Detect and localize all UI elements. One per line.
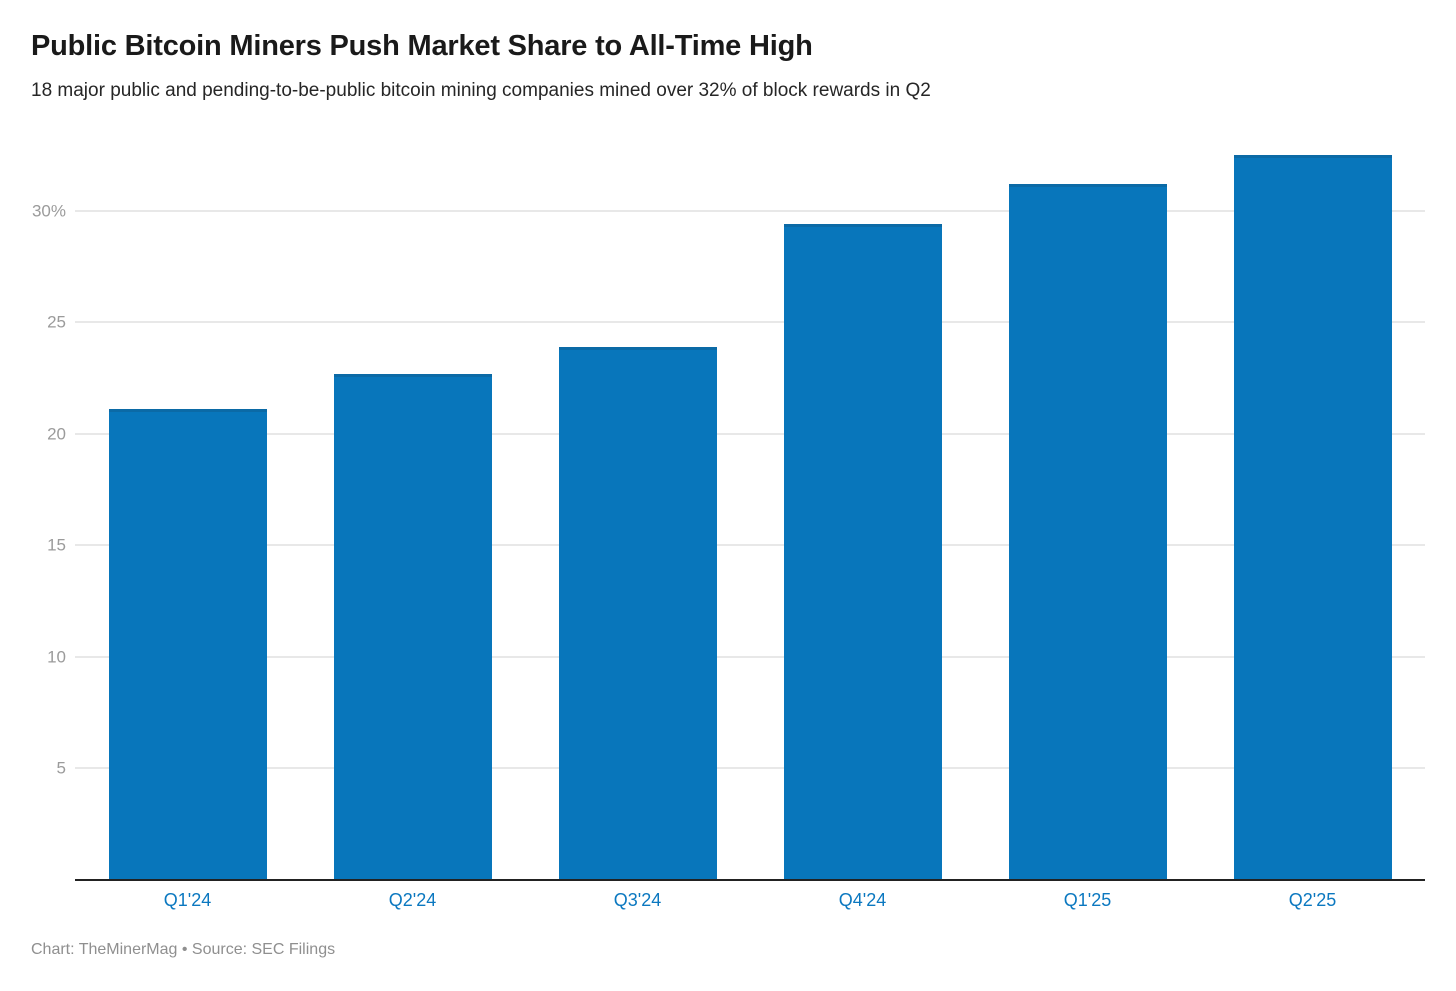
gridline-15 bbox=[75, 544, 1425, 547]
bar-Q4'24 bbox=[783, 224, 942, 880]
gridline-5 bbox=[75, 767, 1425, 770]
gridline-10 bbox=[75, 655, 1425, 658]
x-tick-label-Q1'25: Q1'25 bbox=[1063, 890, 1112, 910]
bar-chart: 5 10 15 20 25 30% Q1'24 Q2'24 Q3'24 Q4'24 Q1'25 Q2… bbox=[32, 155, 1425, 909]
chart-header: Public Bitcoin Miners Push Market Share … bbox=[31, 28, 1426, 104]
bar-Q3'24 bbox=[558, 346, 717, 880]
x-tick-label-Q2'24: Q2'24 bbox=[388, 890, 437, 910]
x-tick-label-Q1'24: Q1'24 bbox=[163, 890, 212, 910]
bar-Q1'24 bbox=[108, 409, 267, 880]
plot-area bbox=[75, 155, 1425, 880]
bar-Q1'25 bbox=[1008, 184, 1167, 880]
y-axis: 5 10 15 20 25 30% bbox=[4, 155, 66, 880]
y-tick-label-20: 20 bbox=[47, 424, 66, 444]
y-tick-label-5: 5 bbox=[56, 758, 66, 778]
x-axis: Q1'24 Q2'24 Q3'24 Q4'24 Q1'25 Q2'25 bbox=[75, 880, 1425, 920]
x-tick-label-Q3'24: Q3'24 bbox=[613, 890, 662, 910]
x-tick-label-Q2'25: Q2'25 bbox=[1288, 890, 1337, 910]
attribution: Chart: TheMinerMag • Source: SEC Filings bbox=[31, 941, 336, 958]
y-tick-label-15: 15 bbox=[47, 535, 66, 555]
y-tick-label-10: 10 bbox=[47, 647, 66, 667]
y-tick-label-30: 30% bbox=[31, 201, 66, 221]
y-tick-label-25: 25 bbox=[47, 312, 66, 332]
bar-Q2'24 bbox=[333, 373, 492, 880]
gridline-25 bbox=[75, 321, 1425, 324]
gridline-30 bbox=[75, 209, 1425, 212]
bar-Q2'25 bbox=[1233, 155, 1392, 880]
chart-subtitle: 18 major public and pending-to-be-public… bbox=[31, 80, 931, 102]
gridline-20 bbox=[75, 432, 1425, 435]
x-axis-line bbox=[75, 879, 1425, 881]
chart-footer: Chart: TheMinerMag • Source: SEC Filings bbox=[31, 940, 335, 959]
x-tick-label-Q4'24: Q4'24 bbox=[838, 890, 887, 910]
chart-title: Public Bitcoin Miners Push Market Share … bbox=[31, 30, 813, 62]
